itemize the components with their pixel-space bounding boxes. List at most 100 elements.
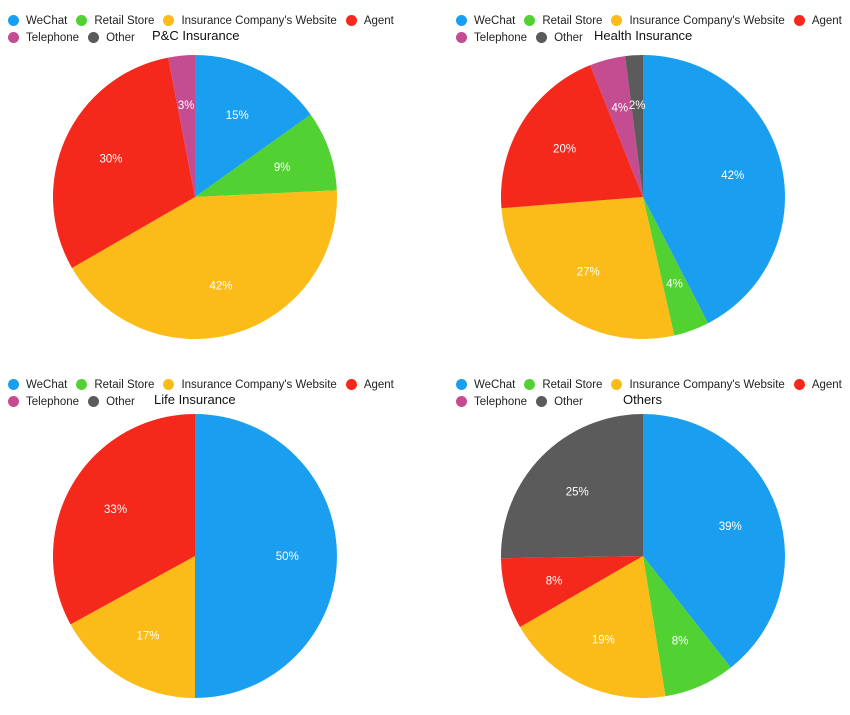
data-label-insurance-company-s-website: 27%: [577, 266, 600, 278]
data-label-insurance-company-s-website: 42%: [209, 281, 232, 293]
legend-swatch-telephone: [8, 396, 19, 407]
legend-swatch-agent: [793, 379, 805, 390]
legend-swatch-other: [536, 396, 548, 407]
legend-item-other: Other: [536, 396, 583, 408]
pie-slice-retail-store: [643, 556, 731, 697]
pie-slice-other: [625, 54, 643, 197]
chart-title: Life Insurance: [154, 392, 236, 407]
legend-item-agent: Agent: [345, 14, 394, 27]
legend-label: Other: [554, 395, 583, 408]
data-label-other: 2%: [629, 100, 646, 112]
legend-swatch-telephone: [8, 32, 19, 43]
chart-panel-health-insurance: WeChat Retail Store Insurance Company's …: [448, 0, 850, 351]
pie-slice-wechat: [195, 414, 337, 698]
pie-slice-telephone: [590, 56, 643, 197]
data-label-insurance-company-s-website: 19%: [592, 634, 615, 646]
legend-swatch-agent: [345, 15, 357, 26]
legend-row: WeChat Retail Store Insurance Company's …: [8, 376, 428, 393]
pie-slice-telephone: [168, 55, 195, 197]
legend-row: WeChat Retail Store Insurance Company's …: [456, 12, 850, 29]
pie-slice-wechat: [643, 414, 786, 668]
legend-label: Insurance Company's Website: [181, 14, 337, 27]
legend-swatch-wechat: [8, 15, 19, 26]
legend-row: Telephone Other: [8, 393, 428, 410]
legend-item-other: Other: [536, 32, 583, 44]
legend-item-website: Insurance Company's Website: [611, 378, 785, 391]
legend-label: Retail Store: [94, 14, 155, 27]
data-label-agent: 33%: [104, 504, 127, 516]
data-label-retail-store: 8%: [672, 636, 689, 648]
legend-label: Agent: [363, 14, 394, 27]
legend-item-wechat: WeChat: [456, 15, 515, 27]
legend-label: Other: [106, 395, 135, 408]
pie-chart: 15% 9% 42% 30% 3%: [52, 55, 338, 340]
legend-item-other: Other: [88, 32, 135, 44]
data-label-wechat: 15%: [226, 110, 249, 122]
pie-slice-other: [501, 414, 643, 559]
legend-label: WeChat: [474, 14, 516, 27]
chart-title: Health Insurance: [594, 28, 693, 43]
legend-item-wechat: WeChat: [8, 379, 67, 391]
pie-slice-agent: [52, 57, 195, 268]
legend-row: WeChat Retail Store Insurance Company's …: [456, 376, 850, 393]
data-label-agent: 20%: [553, 143, 576, 155]
legend-row: Telephone Other: [456, 393, 850, 410]
legend-label: Insurance Company's Website: [629, 14, 785, 27]
legend-swatch-wechat: [456, 15, 467, 26]
legend-swatch-retail-store: [524, 15, 536, 26]
data-label-wechat: 39%: [719, 521, 742, 533]
chart-legend: WeChat Retail Store Insurance Company's …: [456, 376, 850, 410]
legend-swatch-telephone: [456, 32, 467, 43]
data-label-wechat: 50%: [276, 551, 299, 563]
pie-slice-wechat: [195, 55, 311, 197]
pie-slice-agent: [501, 65, 643, 209]
pie-chart: 50% 17% 33%: [52, 414, 337, 698]
pie-slice-insurance-company-s-website: [520, 556, 666, 699]
legend-item-website: Insurance Company's Website: [611, 14, 785, 27]
legend-label: WeChat: [474, 378, 516, 391]
data-label-telephone: 3%: [178, 100, 195, 112]
legend-row: Telephone Other: [456, 29, 850, 46]
legend-label: Insurance Company's Website: [629, 378, 785, 391]
legend-swatch-website: [611, 379, 623, 390]
chart-legend: WeChat Retail Store Insurance Company's …: [8, 12, 428, 46]
legend-label: WeChat: [26, 14, 68, 27]
legend-item-telephone: Telephone: [8, 32, 79, 44]
chart-legend: WeChat Retail Store Insurance Company's …: [456, 12, 850, 46]
data-label-wechat: 42%: [721, 170, 744, 182]
chart-title: P&C Insurance: [152, 28, 240, 43]
data-label-retail-store: 9%: [274, 162, 291, 174]
data-label-other: 25%: [566, 486, 589, 498]
legend-item-website: Insurance Company's Website: [163, 14, 337, 27]
legend-swatch-website: [163, 15, 175, 26]
legend-row: WeChat Retail Store Insurance Company's …: [8, 12, 428, 29]
pie-slice-retail-store: [195, 114, 337, 197]
legend-label: WeChat: [26, 378, 68, 391]
legend-label: Retail Store: [542, 14, 603, 27]
legend-item-agent: Agent: [793, 379, 842, 391]
legend-item-telephone: Telephone: [456, 32, 527, 44]
legend-row: Telephone Other: [8, 29, 428, 46]
legend-swatch-other: [88, 396, 100, 407]
pie-slice-insurance-company-s-website: [72, 190, 338, 340]
legend-item-agent: Agent: [345, 379, 394, 391]
legend-swatch-website: [163, 379, 175, 390]
pie-chart: 39% 8% 19% 8% 25%: [501, 414, 786, 699]
legend-label: Telephone: [474, 395, 528, 408]
pie-slice-wechat: [643, 55, 785, 324]
legend-label: Telephone: [26, 31, 80, 44]
legend-label: Retail Store: [542, 378, 603, 391]
legend-item-website: Insurance Company's Website: [163, 379, 337, 391]
legend-swatch-retail-store: [76, 379, 88, 390]
legend-swatch-wechat: [456, 379, 467, 390]
legend-item-retail-store: Retail Store: [76, 15, 154, 27]
legend-item-retail-store: Retail Store: [524, 379, 602, 391]
legend-swatch-other: [88, 32, 100, 43]
legend-swatch-retail-store: [524, 379, 536, 390]
legend-item-other: Other: [88, 396, 135, 408]
chart-legend: WeChat Retail Store Insurance Company's …: [8, 376, 428, 410]
legend-item-wechat: WeChat: [456, 379, 515, 391]
data-label-insurance-company-s-website: 17%: [137, 630, 160, 642]
chart-panel-others: WeChat Retail Store Insurance Company's …: [448, 364, 850, 715]
legend-label: Other: [554, 31, 583, 44]
